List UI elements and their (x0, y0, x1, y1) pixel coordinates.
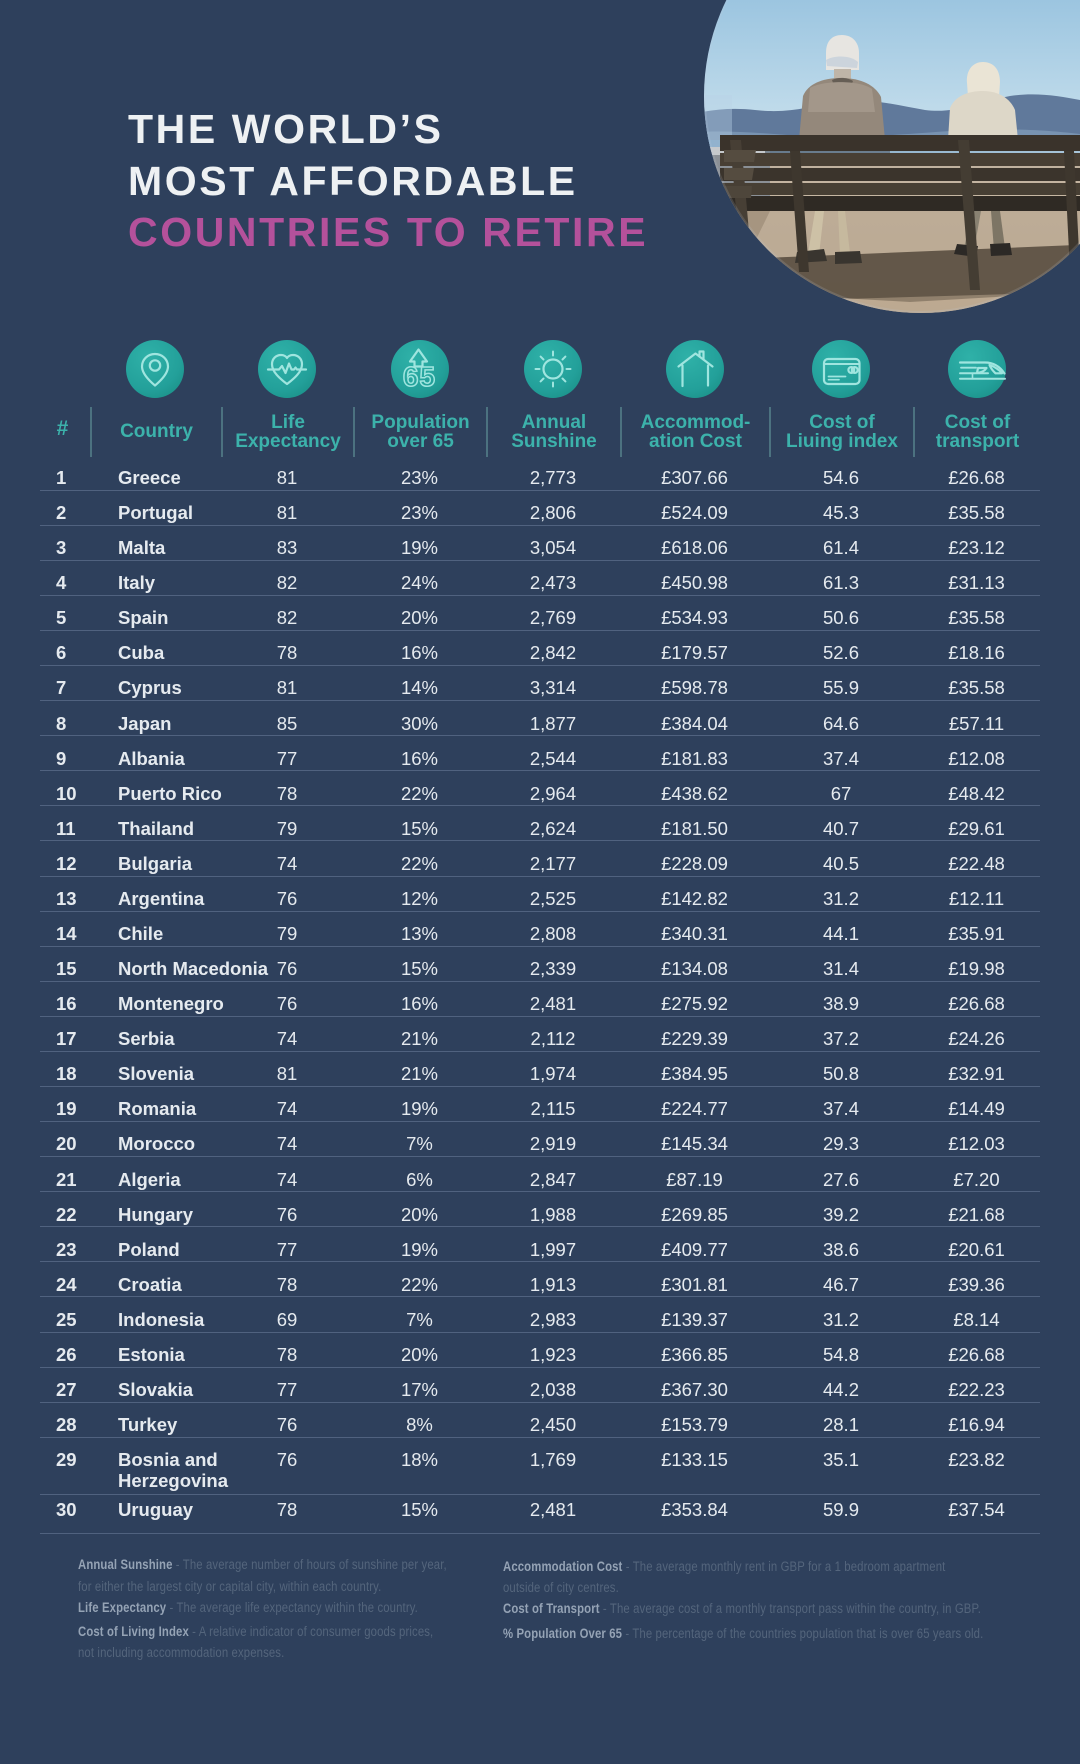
svg-text:65: 65 (403, 361, 436, 392)
